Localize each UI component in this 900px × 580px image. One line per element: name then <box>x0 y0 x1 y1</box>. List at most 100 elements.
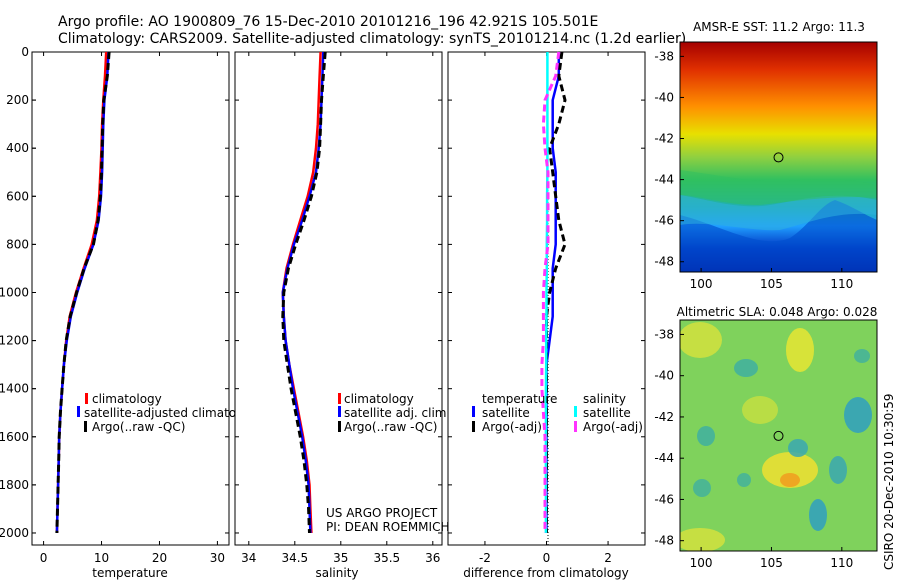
salinity-axes <box>234 51 443 546</box>
sla-map-panel: Altimetric SLA: 0.048 Argo: 0.028 -38 -40… <box>654 305 878 570</box>
temperature-axes <box>31 51 230 546</box>
lat-tick-label: -44 <box>654 173 674 187</box>
lon-tick-label: 105 <box>760 556 783 570</box>
sst-green-band <box>680 170 877 205</box>
legend-label-sal-satellite: satellite <box>583 406 631 420</box>
sla-field <box>680 320 877 551</box>
sla-yellow-blob <box>742 396 778 424</box>
lat-tick-label: -46 <box>654 492 674 506</box>
sla-cyan-eddy <box>734 359 758 377</box>
sla-map-axes: -38 -40 -42 -44 -46 -48 100 105 110 <box>654 327 853 570</box>
lat-tick-label: -42 <box>654 410 674 424</box>
lat-tick-label: -46 <box>654 214 674 228</box>
lat-tick-label: -38 <box>654 49 674 63</box>
depth-tick-label: 1800 <box>0 478 29 492</box>
legend-label-satellite: satellite-adjusted climatology <box>84 406 262 420</box>
difference-x-axis: -2 0 2 <box>448 51 645 565</box>
sst-map-panel: AMSR-E SST: 11.2 Argo: 11.3 -38 -40 -42 -44… <box>654 20 878 291</box>
sst-argo-location-marker <box>773 152 784 163</box>
sla-yellow-blob <box>680 322 722 358</box>
x-tick-label: 35 <box>333 551 348 565</box>
x-tick-label: 0 <box>40 551 48 565</box>
sla-cyan-eddy <box>809 499 827 531</box>
legend-swatch-satellite <box>338 406 341 417</box>
series-line-argo-raw-qc- <box>281 51 327 534</box>
legend-label-temp-argo: Argo(-adj) <box>482 420 542 434</box>
lat-tick-label: -48 <box>654 255 674 269</box>
sla-cyan-eddy <box>693 479 711 497</box>
temperature-series <box>55 51 111 534</box>
salinity-legend: climatology satellite adj. clim. Argo(..… <box>338 392 450 434</box>
lon-tick-label: 100 <box>690 556 713 570</box>
figure-title-line1: Argo profile: AO 1900809_76 15-Dec-2010 … <box>58 14 598 30</box>
depth-axis: 0 200 400 600 800 1000 1200 1400 1600 1800 2000 <box>0 45 36 540</box>
temperature-x-axis: 0 10 20 30 <box>32 51 229 565</box>
sla-cyan-eddy <box>829 456 847 484</box>
legend-swatch-argo <box>338 421 341 432</box>
legend-label-argo: Argo(..raw -QC) <box>92 420 185 434</box>
lat-tick-label: -40 <box>654 90 674 104</box>
legend-label-climatology: climatology <box>92 392 162 406</box>
legend-swatch-climatology <box>85 393 88 404</box>
legend-swatch-temp-satellite <box>472 406 475 417</box>
credit-project: US ARGO PROJECT <box>326 506 438 520</box>
x-tick-label: -2 <box>479 551 491 565</box>
sla-argo-location-marker <box>773 430 784 441</box>
temperature-xlabel: temperature <box>92 566 167 580</box>
depth-tick-label: 200 <box>6 93 29 107</box>
legend-swatch-argo <box>84 421 87 432</box>
x-tick-label: 20 <box>152 551 167 565</box>
sla-yellow-blob <box>680 528 725 551</box>
sst-cyan-front <box>680 195 877 231</box>
legend-label-sal-argo: Argo(-adj) <box>583 420 643 434</box>
difference-xlabel: difference from climatology <box>463 566 629 580</box>
sla-cyan-eddy <box>788 439 808 457</box>
credit-pi: PI: DEAN ROEMMICH <box>326 520 449 534</box>
depth-tick-label: 1000 <box>0 285 29 299</box>
series-line-salinity-argo-adj- <box>540 51 561 533</box>
lon-tick-label: 110 <box>830 277 853 291</box>
x-tick-label: 36 <box>425 551 440 565</box>
sst-map-title: AMSR-E SST: 11.2 Argo: 11.3 <box>693 20 865 34</box>
lat-tick-label: -48 <box>654 534 674 548</box>
x-tick-label: 34 <box>241 551 256 565</box>
legend-swatch-sal-satellite <box>574 406 577 417</box>
legend-swatch-temp-argo <box>472 421 475 432</box>
legend-label-argo: Argo(..raw -QC) <box>344 420 437 434</box>
series-line-salinity-satellite <box>544 52 549 533</box>
legend-label-temp-satellite: satellite <box>482 406 530 420</box>
sla-cyan-eddy <box>697 426 715 446</box>
salinity-panel: 34 34.5 35 35.5 36 salinity climatology sate… <box>234 51 450 580</box>
legend-title-salinity: salinity <box>583 392 626 406</box>
sla-cyan-eddy <box>737 473 751 487</box>
salinity-xlabel: salinity <box>315 566 358 580</box>
sst-map-axes: -38 -40 -42 -44 -46 -48 100 105 110 <box>654 49 853 291</box>
depth-tick-label: 1400 <box>0 382 29 396</box>
legend-swatch-climatology <box>338 393 341 404</box>
legend-swatch-sal-argo <box>574 421 577 432</box>
sst-map-frame <box>679 41 878 273</box>
x-tick-label: 0 <box>543 551 551 565</box>
depth-tick-label: 600 <box>6 189 29 203</box>
sla-cyan-eddy <box>854 349 870 363</box>
lat-tick-label: -40 <box>654 369 674 383</box>
sla-yellow-blob <box>762 452 818 488</box>
legend-title-temperature: temperature <box>482 392 557 406</box>
sla-cyan-eddy <box>844 397 872 433</box>
x-tick-label: 2 <box>604 551 612 565</box>
legend-swatch-satellite <box>77 406 80 417</box>
depth-tick-label: 800 <box>6 237 29 251</box>
csiro-timestamp: CSIRO 20-Dec-2010 10:30:59 <box>882 393 896 570</box>
lat-tick-label: -44 <box>654 451 674 465</box>
sla-map-frame <box>679 319 878 552</box>
salinity-series <box>281 51 327 534</box>
temperature-panel: 0 200 400 600 800 1000 1200 1400 1600 1800 2000 0 1… <box>0 45 262 580</box>
difference-legend: temperature salinity satellite Argo(-adj… <box>472 392 643 434</box>
depth-tick-label: 0 <box>21 45 29 59</box>
temperature-legend: climatology satellite-adjusted climatolo… <box>77 392 262 434</box>
series-line-argo-raw-qc- <box>55 51 111 534</box>
legend-label-climatology: climatology <box>344 392 414 406</box>
sst-blue-tongue <box>680 200 877 272</box>
difference-series <box>540 51 567 533</box>
